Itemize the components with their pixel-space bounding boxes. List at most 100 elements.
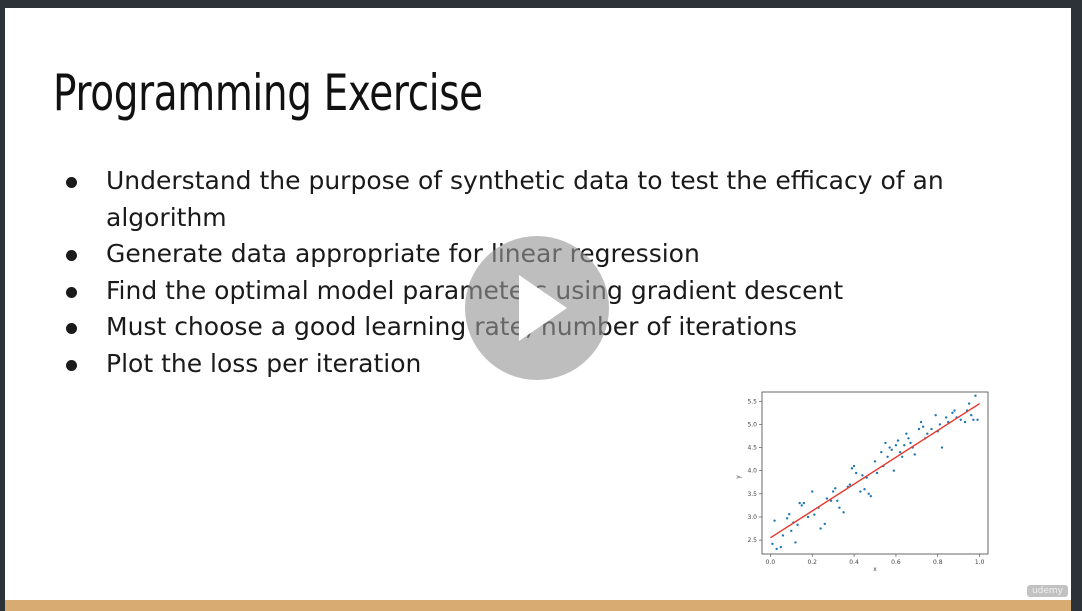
x-axis-ticks: 0.0 0.2 0.4 0.6 0.8 1.0: [766, 554, 985, 566]
data-point: [829, 499, 833, 502]
x-tick-label: 0.4: [849, 559, 859, 566]
data-point: [779, 545, 783, 549]
fit-line-group: [769, 402, 981, 539]
data-point: [781, 534, 785, 537]
data-point: [926, 432, 929, 435]
data-point: [852, 464, 856, 468]
bullet-dot-icon: [66, 286, 77, 298]
data-point: [905, 432, 908, 435]
data-point: [880, 450, 883, 454]
data-point: [974, 394, 977, 397]
data-point: [771, 542, 774, 546]
data-point: [934, 413, 937, 417]
data-point: [967, 402, 971, 405]
bullet-item: Plot the loss per iteration: [60, 346, 960, 383]
data-point: [806, 515, 810, 519]
data-point: [867, 492, 870, 496]
data-point: [790, 529, 793, 533]
data-point: [794, 541, 797, 544]
bullet-dot-icon: [66, 359, 77, 371]
data-point: [913, 453, 916, 456]
data-point: [819, 527, 822, 530]
x-tick-label: 0.8: [933, 559, 943, 566]
data-point: [859, 490, 862, 493]
x-tick-label: 0.2: [807, 559, 817, 566]
bullet-text: Must choose a good learning rate, number…: [106, 312, 798, 341]
data-point: [890, 448, 893, 452]
data-point: [951, 411, 954, 415]
x-tick-label: 0.6: [891, 559, 901, 566]
fit-line: [769, 402, 981, 539]
data-point: [823, 522, 826, 526]
data-point: [785, 517, 789, 520]
data-point: [854, 471, 858, 475]
data-point: [892, 469, 896, 472]
bullet-item: Understand the purpose of synthetic data…: [60, 163, 960, 236]
y-tick-label: 5.5: [747, 398, 757, 405]
data-point: [970, 413, 973, 417]
data-point: [775, 547, 778, 551]
y-tick-label: 4.5: [747, 445, 757, 452]
bottom-accent-bar: [5, 600, 1071, 611]
data-point: [894, 444, 898, 447]
data-point: [909, 441, 912, 445]
data-point: [884, 441, 887, 445]
data-point: [953, 409, 956, 412]
data-point: [919, 420, 923, 424]
bullet-text: Generate data appropriate for linear reg…: [106, 239, 700, 268]
y-tick-label: 3.0: [747, 514, 757, 521]
data-point: [798, 501, 801, 505]
bullet-item: Generate data appropriate for linear reg…: [60, 236, 960, 273]
data-point: [825, 497, 829, 500]
x-axis-label: x: [873, 566, 877, 572]
bullet-item: Must choose a good learning rate, number…: [60, 309, 960, 346]
bullet-dot-icon: [66, 250, 77, 261]
y-tick-label: 5.0: [747, 421, 757, 428]
data-point: [802, 501, 806, 505]
bullet-dot-icon: [66, 323, 77, 334]
data-point: [959, 418, 962, 421]
slide: Programming Exercise Understand the purp…: [5, 8, 1071, 611]
plot-area: [761, 391, 989, 555]
data-point: [888, 446, 891, 449]
bullet-text: Understand the purpose of synthetic data…: [106, 166, 944, 232]
data-point: [813, 513, 816, 516]
data-point: [972, 418, 975, 421]
data-point: [938, 423, 942, 426]
data-point: [903, 444, 906, 447]
play-button[interactable]: [465, 236, 609, 380]
data-point: [834, 487, 837, 490]
data-point: [800, 504, 803, 507]
x-tick-label: 1.0: [975, 559, 985, 566]
data-point: [836, 499, 839, 502]
data-point: [875, 471, 879, 475]
data-point: [838, 506, 841, 509]
data-point: [861, 474, 864, 477]
y-tick-label: 4.0: [747, 468, 757, 475]
data-point: [873, 460, 877, 463]
x-tick-label: 0.0: [766, 559, 776, 566]
y-axis-label: y: [735, 475, 742, 479]
bullet-text: Plot the loss per iteration: [106, 348, 422, 378]
data-point: [788, 512, 791, 516]
data-point: [930, 427, 933, 431]
scatter-chart: 2.5 3.0 3.5 4.0 4.5 5.0 5.5 0.0 0.2 0.4 0.6 0.8 1.0…: [735, 391, 989, 572]
y-tick-label: 2.5: [747, 537, 757, 544]
data-point: [886, 455, 889, 458]
data-point: [863, 488, 866, 491]
data-point: [921, 425, 925, 428]
data-point: [976, 418, 979, 421]
y-axis-ticks: 2.5 3.0 3.5 4.0 4.5 5.0 5.5: [747, 398, 762, 544]
data-point: [940, 446, 944, 449]
data-point: [963, 420, 967, 424]
play-icon: [519, 275, 567, 341]
data-point: [850, 467, 854, 470]
data-point: [773, 519, 776, 522]
data-point: [901, 455, 904, 458]
data-point: [944, 416, 948, 419]
data-point: [907, 437, 910, 440]
data-point: [898, 450, 902, 454]
data-point: [869, 494, 873, 498]
data-point: [842, 511, 845, 514]
data-point: [811, 490, 814, 493]
